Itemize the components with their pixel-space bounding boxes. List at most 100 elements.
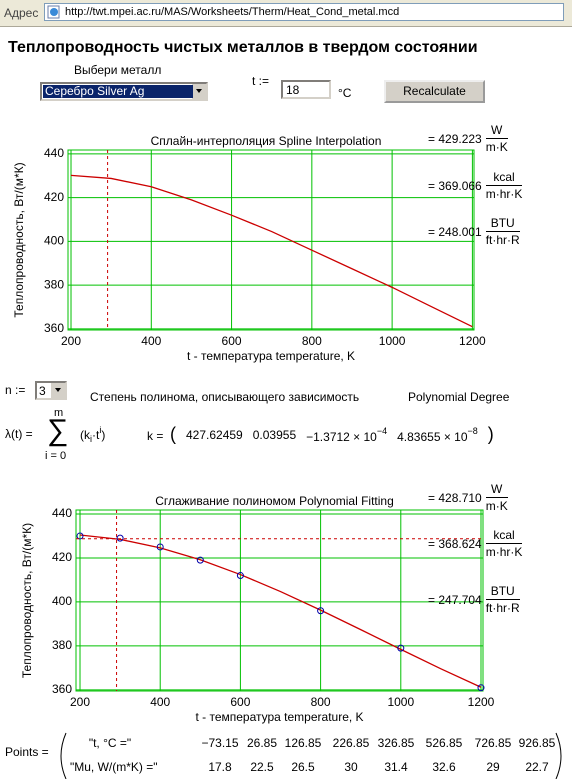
page-title: Теплопроводность чистых металлов в тверд… [8,39,478,56]
unit-denominator: ft·hr·R [485,601,520,615]
k-exponent: −4 [376,425,388,436]
x-tick-label: 1000 [379,334,406,348]
x-axis-label: t - температура temperature, K [187,349,355,363]
matrix-bracket [60,732,67,779]
x-tick-label: 600 [230,695,250,709]
matrix-cell: 32.6 [432,760,456,774]
dropdown-arrow[interactable] [191,84,206,99]
unit-denominator: m·hr·K [485,187,523,201]
matrix-bracket [555,732,562,779]
plot-frame [67,149,475,331]
unit-fraction: BTU ft·hr·R [485,584,520,615]
result-value: = 247.704 [428,592,482,607]
result-value: = 248.001 [428,224,482,239]
unit-denominator: m·K [485,140,508,154]
points-label: Points = [5,745,49,759]
result: = 369.066 kcal m·hr·K [428,170,523,201]
x-tick-label: 1200 [468,695,495,709]
data-line [70,174,473,328]
term-mid: ·t [92,428,100,442]
matrix-cell: 17.8 [208,760,232,774]
unit-denominator: m·K [485,499,508,513]
k-value: −1.3712 × 10 [306,429,377,444]
url: http://twt.mpei.ac.ru/MAS/Worksheets/The… [65,6,400,18]
data-point [477,684,485,692]
k-open: ( [170,424,176,444]
matrix-cell: 29 [486,760,500,774]
matrix-cell: 26.5 [291,760,315,774]
result-value: = 369.066 [428,178,482,193]
sum-sign: ∑ [47,414,69,447]
n-label: n := [5,383,26,397]
x-tick-label: 1200 [459,334,486,348]
degree-value: 3 [39,384,46,398]
unit-fraction: BTU ft·hr·R [485,216,520,247]
y-axis-label: Теплопроводность, Вт/(м*К) [20,523,34,678]
matrix-cell: "t, °C =" [88,736,132,750]
metal-dropdown[interactable]: Серебро Silver Ag [40,82,208,101]
plot-frame [75,509,484,692]
degree-description-en: Polynomial Degree [408,390,510,404]
matrix-cell: 126.85 [284,736,322,750]
y-tick-label: 400 [52,594,72,608]
y-tick-label: 400 [44,234,64,248]
page-icon [47,5,60,19]
matrix-cell: 31.4 [384,760,408,774]
address-field[interactable]: http://twt.mpei.ac.ru/MAS/Worksheets/The… [44,3,564,21]
result: = 247.704 BTU ft·hr·R [428,584,520,615]
y-tick-label: 360 [44,321,64,335]
chart-title: Сглаживание полиномом Polynomial Fitting [155,494,394,508]
metal-selected: Серебро Silver Ag [43,85,193,98]
matrix-cell: 22.5 [250,760,274,774]
data-point [317,607,325,615]
dropdown-arrow[interactable] [50,383,65,398]
data-point [156,543,164,551]
x-tick-label: 1000 [387,695,414,709]
recalculate-button[interactable]: Recalculate [384,80,485,103]
unit-numerator: W [485,123,508,139]
data-point [397,644,405,652]
address-label: Адрес [4,6,39,20]
result-value: = 429.223 [428,131,482,146]
formula-lhs: λ(t) = [5,427,33,441]
data-line [79,534,482,688]
unit-numerator: BTU [485,584,520,600]
matrix-cell: 22.7 [525,760,549,774]
data-point [236,572,244,580]
t-input[interactable]: 18 [281,80,331,99]
data-point [76,532,84,540]
matrix-cell: 30 [344,760,358,774]
k-value: 0.03955 [252,427,297,442]
y-tick-label: 380 [52,638,72,652]
term-close: ) [101,428,106,442]
x-tick-label: 800 [302,334,322,348]
y-tick-label: 440 [52,506,72,520]
degree-dropdown[interactable]: 3 [35,381,67,400]
result: = 368.624 kcal m·hr·K [428,528,523,559]
k-value: 4.83655 × 10 [397,429,468,444]
k-item: 4.83655 × 10−8 [397,426,478,444]
t-value: 18 [286,83,300,97]
t-unit: °C [338,86,352,100]
k-label: k = [147,429,164,443]
x-tick-label: 400 [150,695,170,709]
unit-numerator: kcal [485,170,523,186]
k-item: 0.03955 [253,428,296,442]
matrix-cell: 326.85 [377,736,415,750]
y-tick-label: 360 [52,682,72,696]
unit-fraction: kcal m·hr·K [485,528,523,559]
y-tick-label: 420 [44,190,64,204]
sum-upper: m [54,407,64,419]
k-item: 427.62459 [186,428,243,442]
data-point [196,556,204,564]
unit-numerator: kcal [485,528,523,544]
y-tick-label: 420 [52,550,72,564]
k-close: ) [487,424,494,444]
sum-term: (ki·ti) [80,425,105,444]
y-tick-label: 440 [44,146,64,160]
address-bar: Адрес http://twt.mpei.ac.ru/MAS/Workshee… [0,0,572,27]
